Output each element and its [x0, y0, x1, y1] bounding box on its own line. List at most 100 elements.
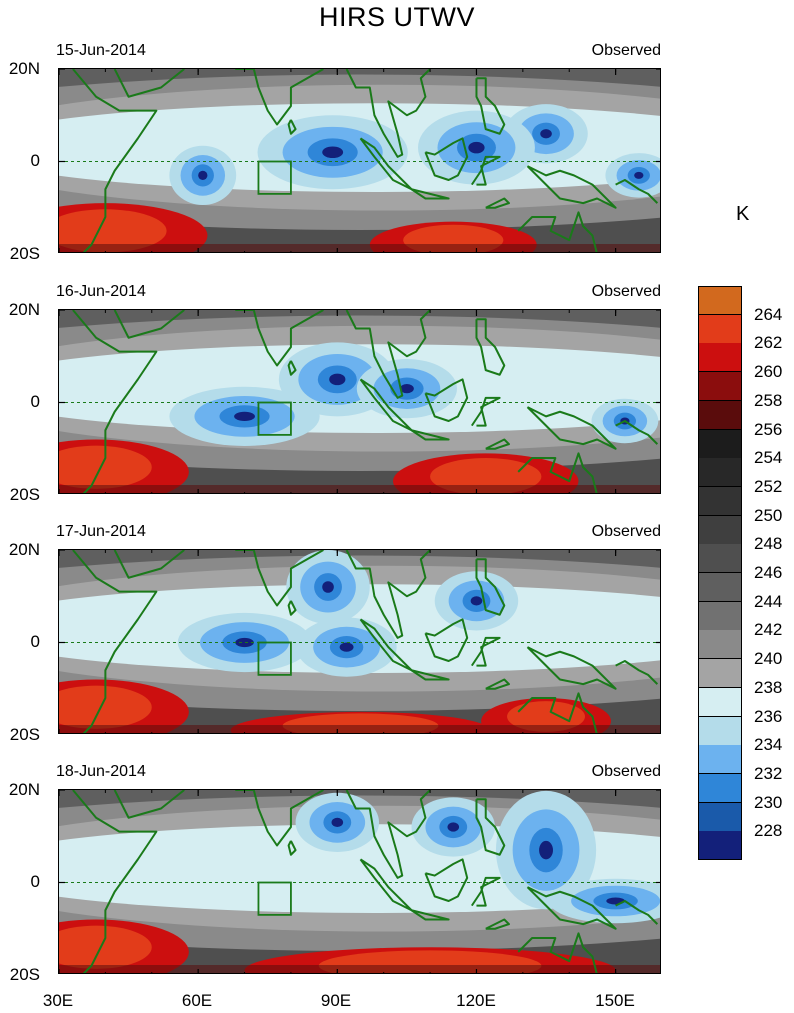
coastline: [475, 318, 506, 376]
moist-region: [235, 637, 254, 648]
coastline: [526, 165, 617, 209]
panel-date: 15-Jun-2014: [56, 42, 146, 59]
lat-label-20s: 20S: [9, 725, 40, 744]
colorbar-label: 248: [754, 534, 783, 554]
moist-region: [339, 642, 354, 652]
coastline: [345, 790, 431, 879]
colorbar-swatch: [698, 458, 742, 488]
colorbar-swatch: [698, 314, 742, 344]
colorbar-swatch: [698, 802, 742, 832]
lat-label-20n: 20N: [8, 540, 40, 559]
moist-region: [322, 146, 344, 159]
units-label: K: [736, 203, 750, 225]
colorbar-label: 238: [754, 677, 783, 697]
colorbar-label: 258: [754, 390, 783, 410]
colorbar-label: 236: [754, 706, 783, 726]
colorbar-label: 242: [754, 620, 783, 640]
map-frame: [58, 68, 661, 253]
moist-region: [322, 581, 334, 593]
coastline: [72, 790, 158, 973]
moist-region: [234, 411, 255, 421]
coastline: [113, 69, 185, 98]
colorbar-label: 252: [754, 476, 783, 496]
coastline: [287, 840, 297, 856]
coastline: [424, 137, 469, 181]
utwv-map: [59, 790, 660, 973]
utwv-map: [59, 550, 660, 733]
coastline: [410, 188, 450, 200]
coastline: [235, 550, 324, 607]
lat-label-20s: 20S: [9, 965, 40, 984]
colorbar-label: 230: [754, 792, 783, 812]
coastline: [72, 69, 158, 252]
coastline: [424, 858, 469, 902]
panel-source-tag: Observed: [591, 42, 661, 59]
colorbar-swatch: [698, 601, 742, 631]
coastline: [113, 790, 185, 819]
moist-region: [539, 840, 553, 860]
colorbar-swatch: [698, 429, 742, 459]
coastline: [475, 77, 506, 135]
coastline: [615, 660, 659, 685]
panel-source-tag: Observed: [591, 283, 661, 300]
lon-label-30e: 30E: [42, 991, 74, 1010]
moist-region: [540, 129, 552, 139]
moist-region: [329, 373, 346, 386]
lon-label-120e: 120E: [456, 991, 496, 1010]
coastline: [359, 378, 413, 432]
colorbar-swatch: [698, 486, 742, 516]
coastline: [485, 678, 510, 690]
colorbar-label: 232: [754, 763, 783, 783]
colorbar-swatch: [698, 544, 742, 574]
coastline: [235, 790, 324, 847]
lat-label-20n: 20N: [8, 59, 40, 78]
lat-label-20n: 20N: [8, 780, 40, 799]
utwv-map: [59, 69, 660, 252]
map-frame: [58, 789, 661, 974]
coastline: [287, 600, 297, 616]
coastline: [287, 119, 297, 135]
colorbar-label: 246: [754, 563, 783, 582]
coastline: [485, 438, 510, 450]
colorbar-label: 240: [754, 649, 783, 669]
map-frame: [58, 549, 661, 734]
lon-label-90e: 90E: [320, 991, 352, 1010]
colorbar-label: 262: [754, 333, 783, 353]
coastline: [526, 406, 617, 450]
coastline: [526, 886, 617, 930]
coastline: [517, 452, 598, 493]
coastline: [470, 636, 501, 667]
moist-region: [447, 822, 460, 832]
panel-date: 16-Jun-2014: [56, 283, 146, 300]
coastline: [485, 197, 510, 209]
panel-date: 18-Jun-2014: [56, 763, 146, 780]
colorbar-swatch: [698, 687, 742, 717]
lat-label-eq: 0: [30, 631, 40, 651]
figure-title: HIRS UTWV: [319, 2, 475, 32]
coastline: [113, 550, 185, 579]
colorbar-label: 250: [754, 505, 783, 525]
lat-label-20s: 20S: [9, 244, 40, 263]
coastline: [359, 137, 413, 191]
study-box: [257, 401, 292, 436]
coastline: [485, 918, 510, 930]
coastline: [410, 909, 450, 921]
coastline: [424, 618, 469, 662]
moist-region: [470, 596, 483, 606]
colorbar-swatch: [698, 372, 742, 402]
map-frame: [58, 309, 661, 494]
colorbar-swatch: [698, 659, 742, 689]
moist-region: [331, 817, 344, 827]
coastline: [410, 669, 450, 681]
coastline: [345, 550, 431, 639]
coastline: [345, 310, 431, 399]
coastline: [359, 618, 413, 672]
panel-date: 17-Jun-2014: [56, 523, 146, 540]
coastline: [475, 798, 506, 856]
coastline: [615, 179, 659, 204]
coastline: [517, 692, 598, 733]
study-box: [257, 881, 292, 916]
coastline: [424, 378, 469, 422]
coastline: [345, 69, 431, 158]
moist-region: [468, 141, 485, 154]
